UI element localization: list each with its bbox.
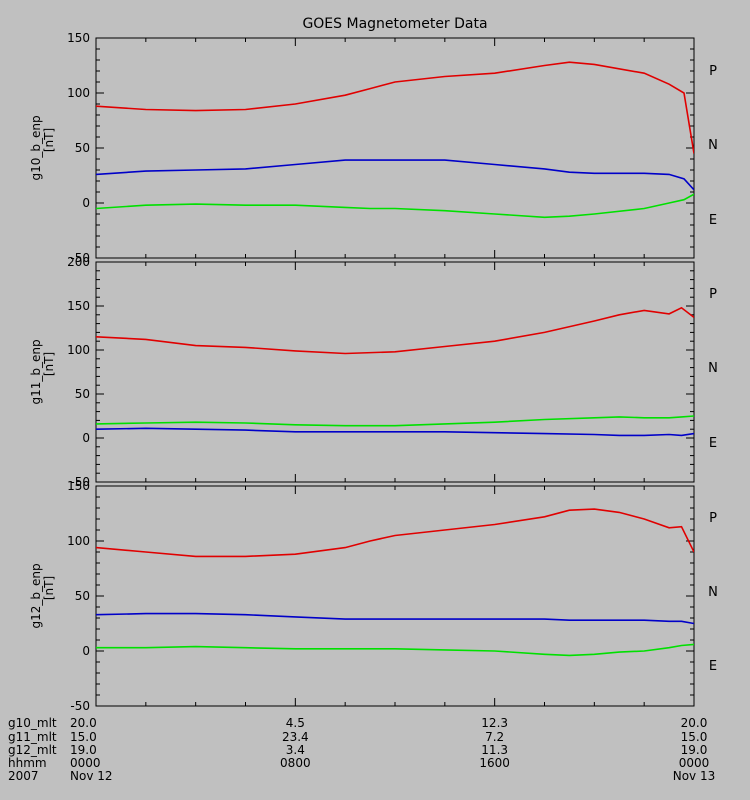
panel-3: 150 100 50 0 -50 g12_b_enp [nT] P N E bbox=[29, 479, 718, 713]
x-row-value: 1600 bbox=[479, 756, 510, 770]
x-row-value: 7.2 bbox=[485, 730, 504, 744]
panel-2: 200 150 100 50 0 -50 g11_b_enp [nT] P N E bbox=[29, 255, 718, 489]
legend-p: P bbox=[709, 511, 717, 526]
series-line-p bbox=[96, 306, 694, 355]
x-row-value: 20.0 bbox=[681, 716, 708, 730]
legend-e: E bbox=[709, 436, 717, 451]
series-line-e bbox=[96, 427, 694, 437]
x-row-value: 19.0 bbox=[681, 743, 708, 757]
x-row-value: Nov 12 bbox=[70, 769, 113, 783]
y-tick-label: 100 bbox=[67, 343, 90, 357]
y-tick-label: 50 bbox=[75, 387, 90, 401]
y-axis-units: [nT] bbox=[42, 576, 56, 600]
y-tick-label: 0 bbox=[82, 644, 90, 658]
x-row-label: g11_mlt bbox=[8, 730, 57, 744]
x-row-value: 15.0 bbox=[70, 730, 97, 744]
series-line-n bbox=[96, 643, 694, 657]
legend-e: E bbox=[709, 213, 717, 228]
x-row-value: Nov 13 bbox=[673, 769, 716, 783]
x-row-value: 0800 bbox=[280, 756, 311, 770]
legend-n: N bbox=[708, 585, 718, 600]
chart-title: GOES Magnetometer Data bbox=[302, 16, 487, 32]
y-tick-label: 0 bbox=[82, 196, 90, 210]
y-axis-units: [nT] bbox=[42, 128, 56, 152]
series-line-n bbox=[96, 415, 694, 427]
y-tick-label: 100 bbox=[67, 86, 90, 100]
y-tick-label: -50 bbox=[70, 251, 90, 265]
x-row-value: 23.4 bbox=[282, 730, 309, 744]
x-row-value: 15.0 bbox=[681, 730, 708, 744]
legend-p: P bbox=[709, 64, 717, 79]
series-line-n bbox=[96, 193, 694, 219]
y-tick-label: 150 bbox=[67, 479, 90, 493]
x-row-label: 2007 bbox=[8, 769, 39, 783]
legend-p: P bbox=[709, 287, 717, 302]
panel-1: 150 100 50 0 -50 g10_b_enp [nT] P N E bbox=[29, 31, 718, 265]
legend-n: N bbox=[708, 361, 718, 376]
x-row-value: 20.0 bbox=[70, 716, 97, 730]
y-tick-label: -50 bbox=[70, 475, 90, 489]
y-axis-label: g11_b_enp bbox=[29, 339, 43, 404]
x-row-value: 19.0 bbox=[70, 743, 97, 757]
legend-e: E bbox=[709, 659, 717, 674]
y-axis-label: g10_b_enp bbox=[29, 115, 43, 180]
legend-n: N bbox=[708, 138, 718, 153]
y-axis-units: [nT] bbox=[42, 352, 56, 376]
y-tick-label: 150 bbox=[67, 31, 90, 45]
series-line-e bbox=[96, 612, 694, 625]
y-tick-label: 150 bbox=[67, 299, 90, 313]
x-row-value: 0000 bbox=[70, 756, 101, 770]
y-tick-label: -50 bbox=[70, 699, 90, 713]
y-tick-label: 50 bbox=[75, 589, 90, 603]
x-row-label: g12_mlt bbox=[8, 743, 57, 757]
y-tick-label: 200 bbox=[67, 255, 90, 269]
x-row-value: 12.3 bbox=[481, 716, 508, 730]
series-line-e bbox=[96, 159, 694, 191]
x-row-value: 11.3 bbox=[481, 743, 508, 757]
y-tick-label: 100 bbox=[67, 534, 90, 548]
series-line-p bbox=[96, 508, 694, 558]
y-tick-label: 50 bbox=[75, 141, 90, 155]
x-row-label: g10_mlt bbox=[8, 716, 57, 730]
x-axis-annotations: g10_mlt 20.0 4.5 12.3 20.0 g11_mlt 15.0 23.4 7.2… bbox=[8, 716, 715, 783]
series-line-p bbox=[96, 61, 694, 154]
x-row-value: 0000 bbox=[679, 756, 710, 770]
y-axis-label: g12_b_enp bbox=[29, 563, 43, 628]
x-row-value: 4.5 bbox=[286, 716, 305, 730]
x-row-value: 3.4 bbox=[286, 743, 305, 757]
x-row-label: hhmm bbox=[8, 756, 47, 770]
y-tick-label: 0 bbox=[82, 431, 90, 445]
